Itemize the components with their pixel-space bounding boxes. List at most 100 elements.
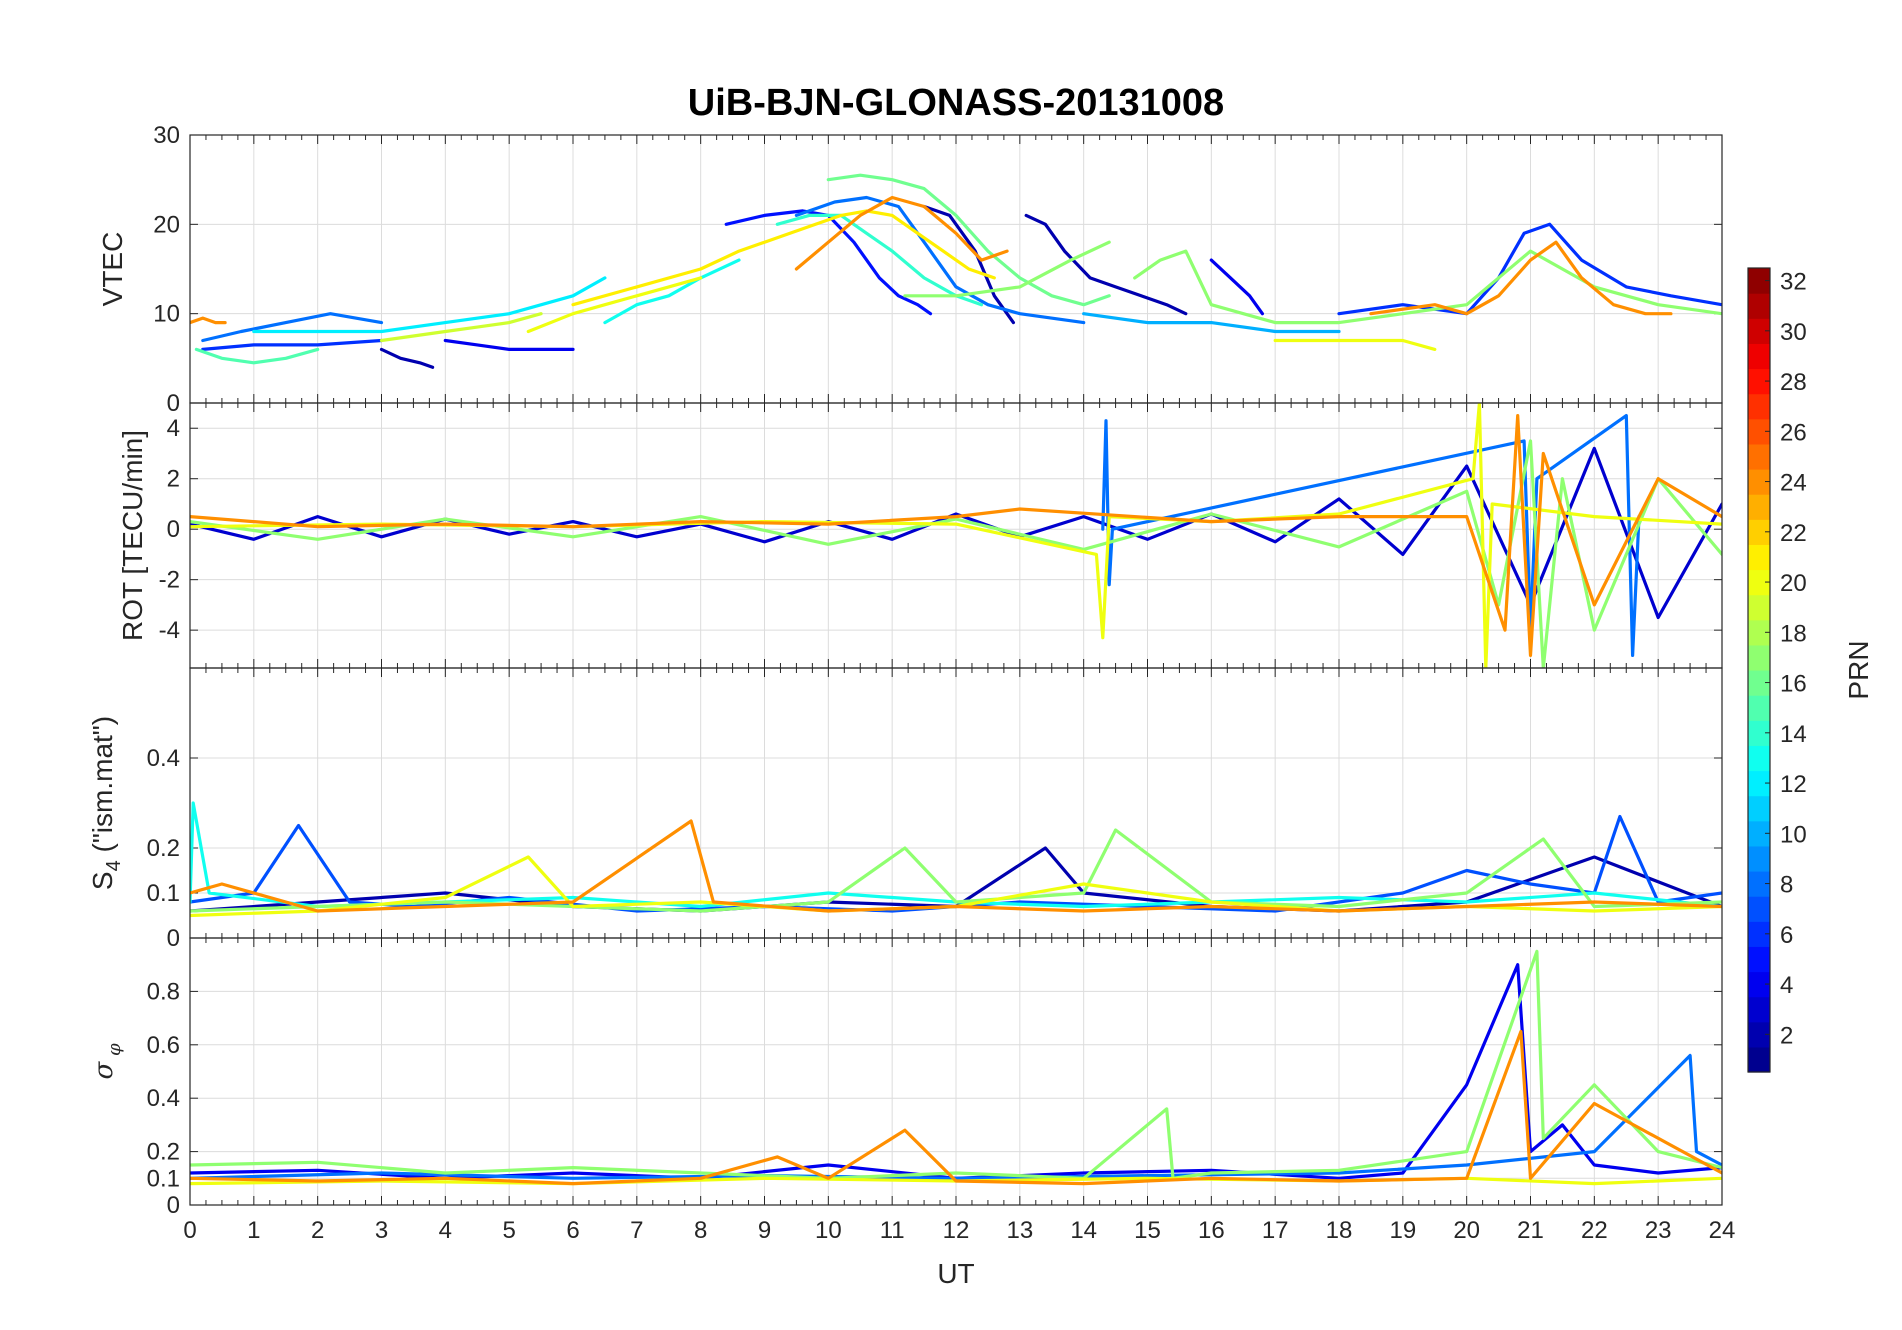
y-tick-label: 0.2 [147,835,180,862]
x-tick-label: 21 [1517,1217,1544,1244]
colorbar-tick-label: 24 [1780,470,1807,497]
colorbar-segment [1748,268,1770,294]
colorbar-segment [1748,318,1770,344]
x-tick-label: 14 [1070,1217,1097,1244]
colorbar-segment [1748,795,1770,822]
colorbar-tick-label: 4 [1780,972,1793,999]
series-line-prn-20 [190,1176,1722,1186]
colorbar-segment [1748,293,1770,319]
series-line-prn-17 [903,240,1111,298]
y-tick-label: 30 [153,122,180,149]
series-line-prn-4 [443,338,575,351]
x-tick-label: 0 [183,1217,196,1244]
series-line-prn-20 [1273,338,1437,351]
series-line-prn-17 [190,439,1722,668]
series-line-prn-10 [1082,312,1341,334]
x-tick-label: 15 [1134,1217,1161,1244]
chart-title: UiB-BJN-GLONASS-20131008 [688,82,1224,124]
colorbar-tick-label: 18 [1780,620,1807,647]
colorbar-segment [1748,494,1770,520]
y-tick-label: 0.4 [147,1085,180,1112]
colorbar-segment [1748,569,1770,596]
series-line-prn-19 [379,312,543,343]
series-line-prn-6 [201,338,384,351]
colorbar-segment [1748,519,1770,545]
colorbar-tick-label: 2 [1780,1022,1793,1049]
colorbar-segment [1748,670,1770,696]
colorbar-segment [1748,393,1770,420]
colorbar-tick-label: 12 [1780,771,1807,798]
colorbar-segment [1748,619,1770,646]
series-line-prn-24 [190,819,1722,913]
x-tick-label: 19 [1389,1217,1416,1244]
series-line-prn-24 [190,316,227,325]
series-line-prn-24 [1369,240,1673,316]
y-tick-label: 0 [167,925,180,952]
y-tick-label: 2 [167,466,180,493]
x-axis-label: UT [937,1258,974,1289]
y-axis-label: ROT [TECU/min] [117,430,148,641]
series-line-prn-2 [922,204,1016,325]
series-line-prn-2 [379,347,435,369]
colorbar-tick-label: 28 [1780,369,1807,396]
x-axis: 0 1 2 3 4 5 6 7 8 9 10 11 12 13 14 15 16 17 18 19 20 21 22 23 24 [183,1217,1735,1244]
colorbar-segment [1748,469,1770,495]
x-tick-label: 12 [943,1217,970,1244]
x-tick-label: 1 [247,1217,260,1244]
x-tick-label: 13 [1006,1217,1033,1244]
x-tick-label: 16 [1198,1217,1225,1244]
series-group [190,173,1722,369]
series-line-prn-24 [794,195,1009,271]
x-tick-label: 22 [1581,1217,1608,1244]
colorbar-segment [1748,946,1770,973]
colorbar-tick-label: 16 [1780,671,1807,698]
y-tick-label: -2 [159,567,180,594]
colorbar-segment [1748,921,1770,947]
panel-vtec: 0 10 20 30 VTEC [97,122,1723,417]
colorbar-segment [1748,745,1770,772]
y-tick-label: 0.6 [147,1032,180,1059]
y-tick-label: 0.2 [147,1139,180,1166]
colorbar-tick-label: 30 [1780,319,1807,346]
y-axis-label: VTEC [97,232,128,307]
series-line-prn-2 [190,846,1722,913]
colorbar-label: PRN [1843,640,1874,699]
series-line-prn-24 [190,414,1722,658]
x-tick-label: 3 [375,1217,388,1244]
colorbar-segment [1748,443,1770,470]
colorbar-segment [1748,544,1770,571]
colorbar-segment [1748,1021,1770,1048]
y-tick-label: 0.1 [147,1165,180,1192]
series-group [190,403,1722,668]
x-tick-label: 20 [1453,1217,1480,1244]
colorbar-tick-label: 14 [1780,721,1807,748]
colorbar-segment [1748,368,1770,395]
series-line-prn-21 [571,209,996,307]
series-line-prn-14 [775,213,984,307]
series-line-prn-17 [190,949,1722,1180]
x-tick-label: 17 [1262,1217,1289,1244]
series-group [190,801,1722,918]
colorbar-segment [1748,695,1770,721]
y-tick-label: -4 [159,617,180,644]
colorbar-tick-label: 22 [1780,520,1807,547]
y-tick-label: 0 [167,516,180,543]
panel-rot: -4 -2 0 2 4 ROT [TECU/min] [117,402,1723,669]
colorbar-tick-label: 20 [1780,570,1807,597]
colorbar-tick-label: 32 [1780,269,1807,296]
y-tick-label: 0 [167,390,180,417]
colorbar-segment [1748,1046,1770,1073]
colorbar-segment [1748,720,1770,746]
colorbar-segment [1748,971,1770,998]
series-line-prn-24 [190,1029,1722,1186]
colorbar-tick-label: 8 [1780,872,1793,899]
series-line-prn-17 [1133,249,1722,325]
panel-s4: 0 0.1 0.2 0.4 S4 ("ism.mat") [87,667,1723,952]
series-line-prn-8 [794,195,1086,325]
series-line-prn-15 [194,347,320,365]
series-group [190,949,1722,1186]
colorbar-segment [1748,644,1770,671]
